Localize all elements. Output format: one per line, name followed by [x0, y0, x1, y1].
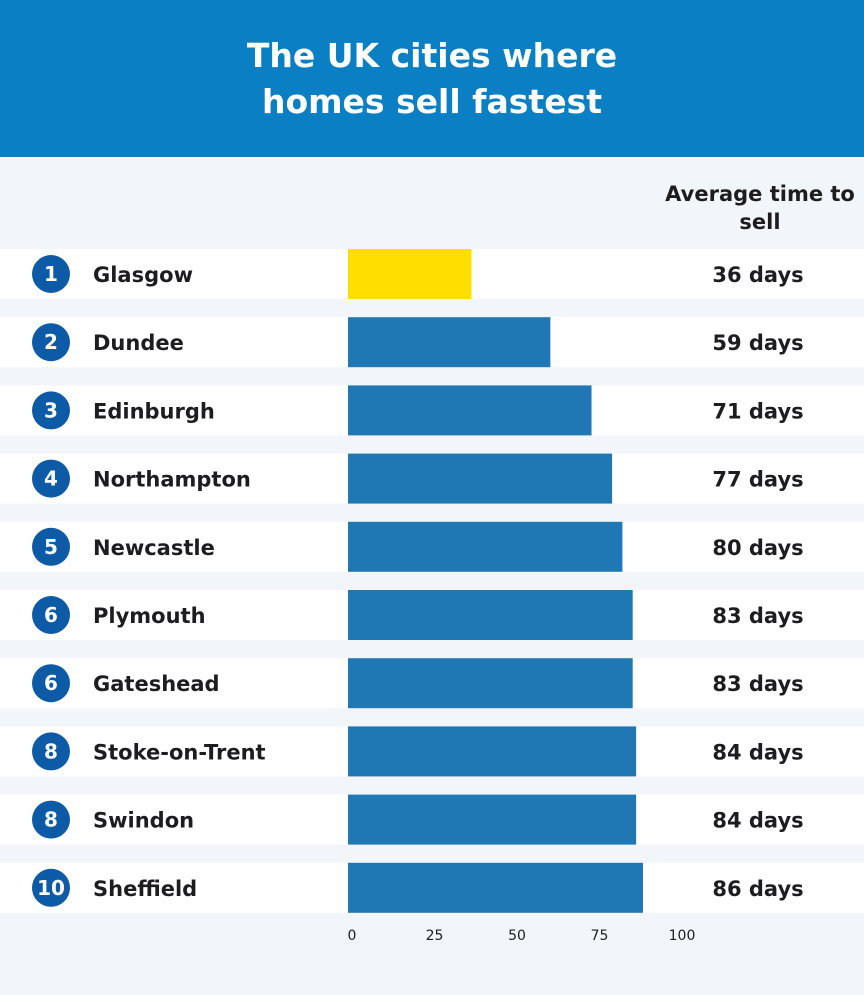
bar-plymouth [348, 590, 633, 640]
city-label-northampton: Northampton [93, 468, 251, 492]
x-tick-label-0: 0 [348, 928, 357, 944]
x-tick-label-100: 100 [669, 928, 696, 944]
bar-gateshead [348, 658, 633, 709]
rank-badge-plymouth [32, 596, 70, 634]
bar-swindon [348, 794, 637, 845]
bar-sheffield [348, 862, 643, 913]
bar-stoke-on-trent [348, 726, 637, 777]
city-label-plymouth: Plymouth [93, 604, 206, 628]
city-label-sheffield: Sheffield [93, 877, 197, 901]
city-label-newcastle: Newcastle [93, 536, 215, 560]
rank-label-newcastle: 5 [44, 535, 58, 559]
value-label-dundee: 59 days [712, 331, 803, 355]
city-label-gateshead: Gateshead [93, 672, 220, 696]
city-label-swindon: Swindon [93, 809, 194, 833]
rank-label-gateshead: 6 [44, 671, 58, 695]
value-label-sheffield: 86 days [712, 877, 803, 901]
rank-label-northampton: 4 [44, 467, 58, 491]
rank-label-dundee: 2 [44, 330, 58, 354]
bar-glasgow [348, 249, 472, 299]
header-banner: The UK cities where homes sell fastest [0, 0, 864, 157]
value-label-swindon: 84 days [712, 809, 803, 833]
rank-badge-glasgow [32, 255, 70, 293]
rank-badge-gateshead [32, 664, 70, 703]
rank-label-edinburgh: 3 [44, 398, 58, 422]
value-label-gateshead: 83 days [712, 672, 803, 696]
value-label-edinburgh: 71 days [712, 399, 803, 423]
rank-label-stoke-on-trent: 8 [44, 739, 58, 763]
bar-newcastle [348, 521, 623, 572]
rank-badge-edinburgh [32, 391, 70, 430]
rank-label-plymouth: 6 [44, 603, 58, 627]
value-label-newcastle: 80 days [712, 536, 803, 560]
value-label-stoke-on-trent: 84 days [712, 740, 803, 764]
city-label-stoke-on-trent: Stoke-on-Trent [93, 740, 266, 764]
x-tick-label-50: 50 [508, 928, 526, 944]
rank-badge-northampton [32, 459, 70, 498]
rank-label-sheffield: 10 [37, 876, 65, 900]
rank-badge-swindon [32, 800, 70, 839]
column-header-average-time: Average time to sell [665, 182, 855, 234]
rank-label-glasgow: 1 [44, 262, 58, 286]
city-label-edinburgh: Edinburgh [93, 399, 215, 423]
rank-label-swindon: 8 [44, 808, 58, 832]
bar-edinburgh [348, 385, 592, 436]
rank-badge-sheffield [32, 868, 70, 907]
bar-northampton [348, 453, 613, 504]
value-label-northampton: 77 days [712, 468, 803, 492]
rank-badge-newcastle [32, 527, 70, 566]
x-tick-label-75: 75 [591, 928, 609, 944]
city-label-glasgow: Glasgow [93, 263, 193, 287]
rank-badge-dundee [32, 323, 70, 362]
chart-title: The UK cities where homes sell fastest [246, 35, 618, 121]
x-tick-label-25: 25 [426, 928, 444, 944]
bar-dundee [348, 317, 551, 368]
rank-badge-stoke-on-trent [32, 732, 70, 771]
city-label-dundee: Dundee [93, 331, 184, 355]
value-label-glasgow: 36 days [712, 263, 803, 287]
value-label-plymouth: 83 days [712, 604, 803, 628]
